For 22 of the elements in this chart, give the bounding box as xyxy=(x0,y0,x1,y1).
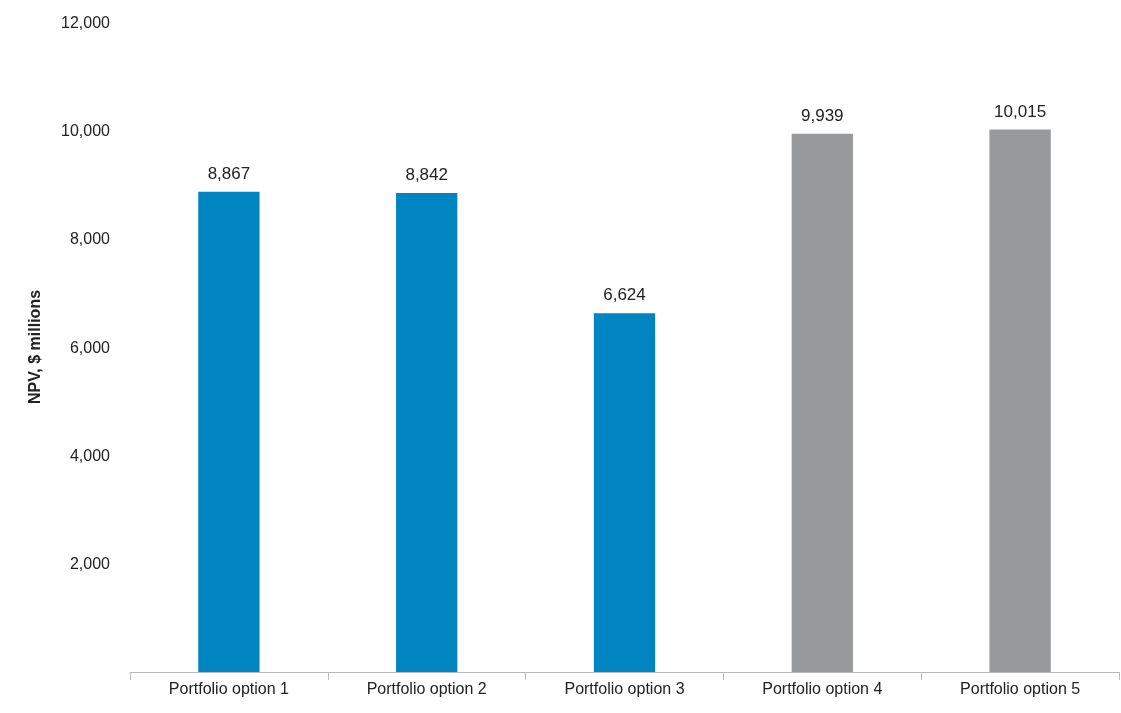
bar xyxy=(989,129,1051,672)
bar xyxy=(198,191,260,672)
y-tick-label: 2,000 xyxy=(69,555,111,573)
x-tick-label: Portfolio option 5 xyxy=(960,679,1081,697)
y-axis-title: NPV, $ millions xyxy=(25,289,43,405)
x-tick-label: Portfolio option 1 xyxy=(168,679,290,697)
bar xyxy=(791,133,853,672)
data-label: 10,015 xyxy=(994,101,1047,121)
data-label: 9,939 xyxy=(801,105,844,125)
y-tick-label: 6,000 xyxy=(69,338,111,356)
data-label: 8,842 xyxy=(405,165,448,185)
data-label: 8,867 xyxy=(207,163,251,183)
bar xyxy=(396,193,458,672)
data-label: 6,624 xyxy=(603,285,646,305)
y-tick-label: 4,000 xyxy=(69,446,111,464)
x-tick-label: Portfolio option 3 xyxy=(564,679,685,697)
y-tick-label: 8,000 xyxy=(69,230,111,248)
y-tick-label: 12,000 xyxy=(61,13,111,31)
x-tick-label: Portfolio option 2 xyxy=(366,679,487,697)
x-tick-label: Portfolio option 4 xyxy=(762,679,883,697)
bar xyxy=(593,313,656,672)
y-tick-label: 10,000 xyxy=(61,121,111,139)
